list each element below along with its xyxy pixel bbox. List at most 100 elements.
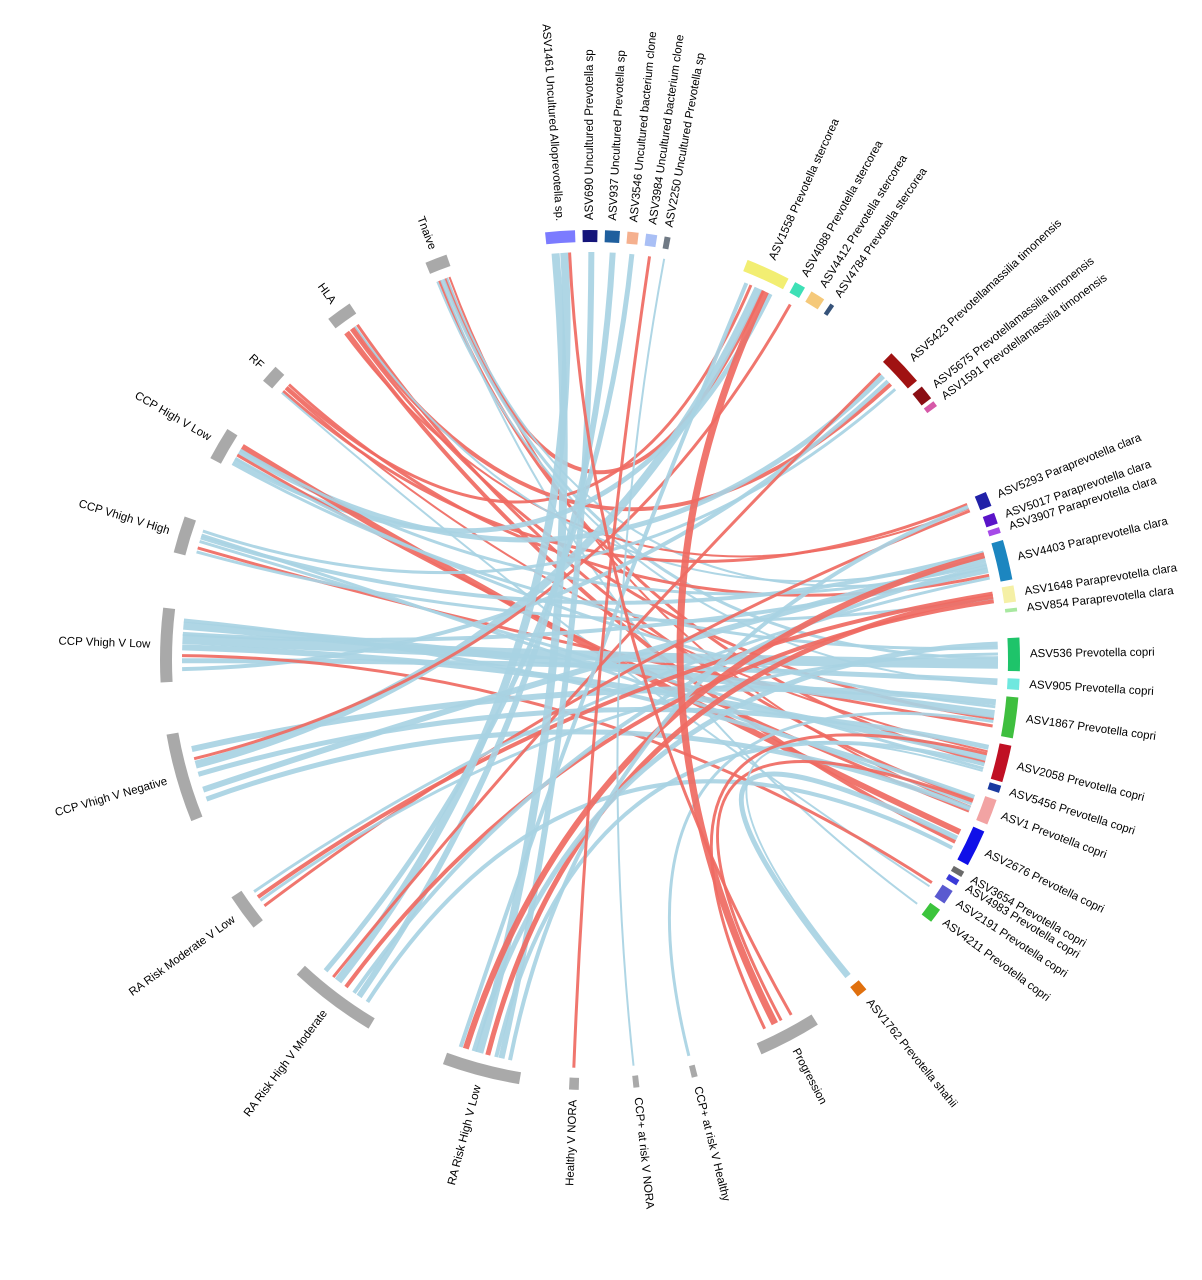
taxon-arc-asv1558	[743, 259, 789, 290]
group-arc-ra_high_v_low	[442, 1052, 522, 1085]
positive-link-ra_high_v_mod-asv2676	[365, 779, 954, 1004]
taxon-arc-asv4403	[991, 540, 1013, 582]
negative-link-progression-asv1461	[568, 252, 793, 1016]
taxon-arc-asv5293	[974, 491, 992, 511]
taxon-arc-asv2250	[662, 236, 671, 250]
taxon-arc-asv4412	[805, 291, 825, 310]
taxon-label-asv1461: ASV1461 Uncultured Alloprevotella sp.	[540, 24, 566, 222]
positive-link-ra_high_v_low-asv536	[471, 641, 998, 1052]
group-label-rf: RF	[246, 352, 265, 371]
arcs-layer	[160, 230, 1021, 1090]
taxon-arc-asv1762	[850, 980, 867, 997]
negative-link-rf-asv1558	[285, 284, 753, 504]
group-arc-ccp_vhigh_v_high	[173, 516, 196, 556]
taxon-arc-asv4983	[946, 874, 960, 886]
taxon-arc-asv937	[604, 230, 620, 244]
links-layer	[181, 251, 999, 1068]
positive-link-ccp_risk_v_nora-asv2250	[616, 258, 666, 1066]
negative-link-hla-asv1	[356, 323, 974, 802]
group-arc-ra_high_v_mod	[296, 965, 375, 1029]
taxon-arc-asv4784	[823, 303, 835, 316]
positive-link-ra_high_v_low-asv1558	[458, 282, 749, 1048]
taxon-arc-asv1867	[1001, 696, 1019, 739]
group-arc-ccp_vhigh_v_low	[160, 607, 176, 683]
negative-link-hla-asv5293	[344, 333, 970, 558]
positive-link-ra_mod_v_low-asv4403	[253, 576, 990, 893]
taxon-arc-asv5675	[912, 386, 932, 406]
positive-link-ccp_vhigh_v_negative-asv1867	[191, 685, 997, 752]
taxon-arc-asv1461	[545, 230, 576, 245]
group-label-ccp_risk_v_nora: CCP+ at risk V NORA	[632, 1097, 656, 1210]
taxon-arc-asv4088	[789, 282, 805, 299]
group-arc-tnaive	[425, 254, 451, 274]
taxon-arc-asv2676	[957, 826, 985, 866]
group-label-ccp_vhigh_v_negative: CCP Vhigh V Negative	[54, 776, 169, 820]
group-label-ccp_vhigh_v_low: CCP Vhigh V Low	[58, 635, 151, 650]
group-label-hla: HLA	[315, 281, 338, 306]
group-label-ra_high_v_mod: RA Risk High V Moderate	[242, 1008, 330, 1119]
taxon-arc-asv1	[976, 796, 997, 825]
positive-link-ccp_high_v_low-asv4403	[239, 448, 987, 596]
positive-link-ra_high_v_mod-asv4403	[352, 564, 988, 995]
group-arc-ccp_high_v_low	[210, 428, 238, 464]
group-arc-hla	[328, 303, 357, 329]
taxon-arc-asv3654	[950, 865, 965, 877]
taxon-arc-asv854	[1004, 607, 1018, 613]
group-arc-ccp_risk_v_nora	[632, 1075, 640, 1088]
group-arc-rf	[263, 366, 285, 389]
taxon-label-asv937: ASV937 Uncultured Prevotella sp	[607, 50, 628, 221]
negative-link-rf-asv5293	[282, 390, 968, 563]
group-label-ccp_risk_v_healthy: CCP+ at risk V Healthy	[691, 1085, 731, 1203]
group-label-ra_high_v_low: RA Risk High V Low	[446, 1083, 484, 1186]
taxon-arc-asv2058	[990, 743, 1012, 783]
group-arc-ccp_risk_v_healthy	[688, 1064, 698, 1078]
group-label-healthy_v_nora: Healthy V NORA	[564, 1099, 579, 1186]
positive-link-ccp_vhigh_v_negative-asv1	[205, 729, 971, 811]
taxon-arc-asv5423	[882, 353, 917, 389]
taxon-label-asv1867: ASV1867 Prevotella copri	[1025, 713, 1156, 743]
positive-link-tnaive-asv536	[441, 278, 999, 660]
positive-link-ra_high_v_low-asv2058	[494, 740, 985, 1058]
taxon-label-asv3654: ASV3654 Prevotella copri	[968, 874, 1088, 950]
negative-link-ccp_vhigh_v_negative-asv4088	[193, 303, 792, 761]
taxon-arc-asv3546	[626, 231, 639, 245]
group-label-ccp_high_v_low: CCP High V Low	[133, 390, 214, 444]
negative-link-progression-asv2058	[709, 733, 988, 1030]
taxon-arc-asv905	[1006, 678, 1020, 690]
taxon-arc-asv5456	[987, 782, 1002, 793]
taxon-arc-asv1591	[923, 401, 937, 414]
taxon-label-asv1591: ASV1591 Prevotellamassilia timonensis	[940, 272, 1110, 403]
positive-link-ccp_risk_v_healthy-asv1867	[667, 711, 994, 1057]
taxon-arc-asv1648	[1001, 585, 1017, 604]
negative-link-ccp_vhigh_v_low-asv2191	[182, 654, 933, 884]
taxon-label-asv905: ASV905 Prevotella copri	[1029, 679, 1154, 698]
positive-link-asv1762-asv2058	[745, 741, 983, 976]
group-arc-ccp_vhigh_v_negative	[166, 732, 203, 822]
group-arc-progression	[756, 1014, 818, 1055]
negative-link-progression-asv1558	[676, 290, 779, 1026]
negative-link-ra_high_v_mod-asv5423	[332, 372, 882, 979]
positive-link-ra_high_v_low-asv5293	[508, 505, 969, 1061]
negative-link-ra_mod_v_low-asv5293	[263, 509, 971, 908]
positive-link-ra_mod_v_low-asv536	[259, 652, 998, 902]
taxon-label-asv1762: ASV1762 Prevotella shahii	[864, 997, 959, 1110]
positive-link-ra_high_v_mod-asv3546	[323, 253, 635, 973]
taxon-arc-asv4211	[921, 902, 941, 922]
positive-link-ccp_vhigh_v_high-asv1648	[196, 550, 994, 623]
taxon-arc-asv5017	[982, 512, 998, 528]
group-label-progression: Progression	[790, 1047, 829, 1107]
group-label-ra_mod_v_low: RA Risk Moderate V Low	[127, 913, 238, 998]
taxon-arc-asv3984	[644, 233, 658, 248]
taxon-arc-asv3907	[987, 527, 1001, 537]
negative-link-ra_mod_v_low-asv1648	[256, 591, 993, 899]
positive-link-ccp_vhigh_v_high-asv4403	[200, 535, 985, 605]
positive-link-ccp_high_v_low-asv536	[231, 462, 998, 651]
positive-link-ccp_vhigh_v_negative-asv4403	[202, 556, 987, 793]
taxon-label-asv536: ASV536 Prevotella copri	[1030, 647, 1155, 661]
group-label-tnaive: Tnaive	[414, 215, 438, 252]
positive-link-ccp_vhigh_v_low-asv536	[182, 634, 999, 669]
group-label-ccp_vhigh_v_high: CCP Vhigh V High	[77, 498, 171, 537]
taxon-arc-asv2191	[934, 884, 953, 904]
taxon-label-asv690: ASV690 Uncultured Prevotella sp	[584, 49, 596, 220]
